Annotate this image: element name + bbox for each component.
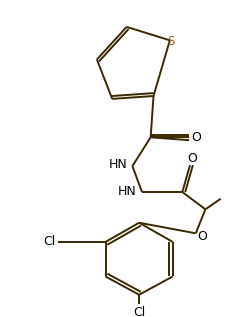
Text: HN: HN — [118, 184, 137, 197]
Text: S: S — [167, 35, 174, 48]
Text: Cl: Cl — [133, 306, 145, 317]
Text: O: O — [191, 131, 201, 144]
Text: HN: HN — [109, 158, 127, 171]
Text: O: O — [187, 152, 197, 165]
Text: Cl: Cl — [43, 236, 55, 249]
Text: O: O — [198, 230, 207, 243]
